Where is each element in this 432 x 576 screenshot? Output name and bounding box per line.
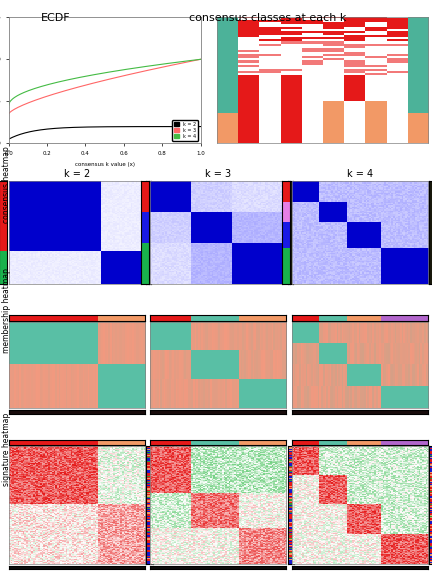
Text: ECDF: ECDF bbox=[41, 13, 71, 23]
Title: k = 4: k = 4 bbox=[346, 169, 373, 179]
Text: signature heatmap: signature heatmap bbox=[2, 412, 11, 486]
Text: membership heatmap: membership heatmap bbox=[2, 268, 11, 354]
Text: consensus classes at each k: consensus classes at each k bbox=[189, 13, 346, 23]
X-axis label: consensus k value (x): consensus k value (x) bbox=[75, 161, 135, 166]
Title: k = 2: k = 2 bbox=[64, 169, 90, 179]
Title: k = 3: k = 3 bbox=[205, 169, 231, 179]
Text: consensus heatmap: consensus heatmap bbox=[2, 146, 11, 223]
Legend: k = 2, k = 3, k = 4: k = 2, k = 3, k = 4 bbox=[172, 120, 198, 141]
